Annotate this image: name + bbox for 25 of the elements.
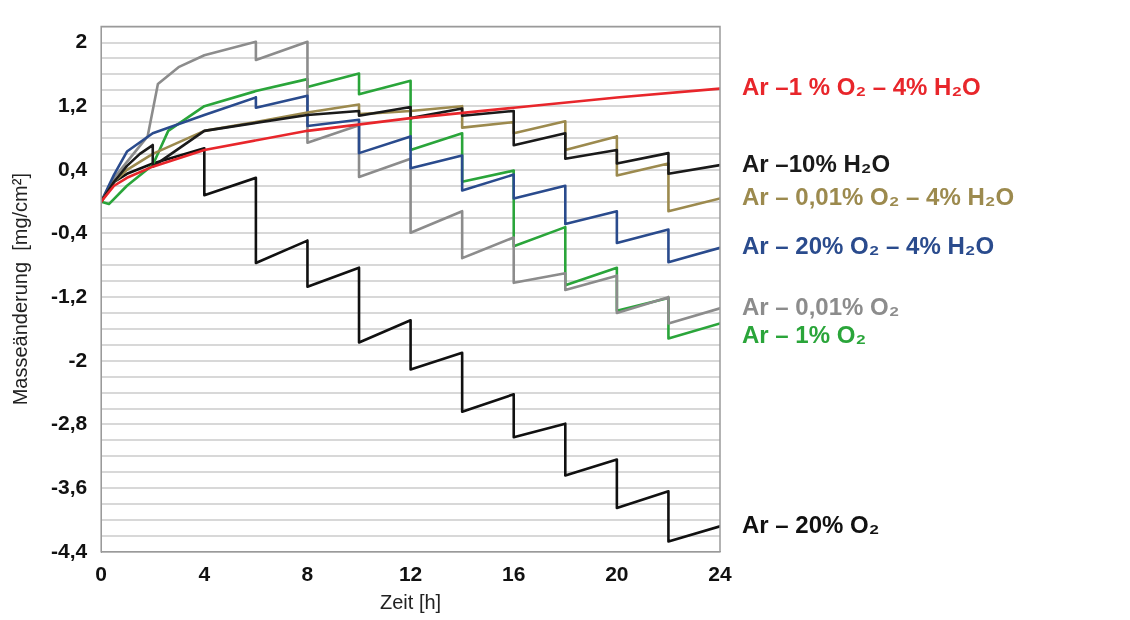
- y-tick-label: 2: [75, 29, 88, 53]
- x-axis-title: Zeit [h]: [380, 590, 442, 613]
- y-tick-label: -3,6: [51, 474, 88, 498]
- y-axis-title: Masseänderung [mg/cm²]: [8, 173, 31, 406]
- x-tick-label: 20: [605, 562, 629, 586]
- series-label: Ar –10% H₂O: [742, 149, 891, 177]
- x-tick-label: 4: [198, 562, 211, 586]
- series-label: Ar – 20% O₂ – 4% H₂O: [742, 232, 995, 260]
- series-label: Ar –1 % O₂ – 4% H₂O: [742, 73, 981, 101]
- x-tick-label: 8: [301, 562, 314, 586]
- series-label: Ar – 20% O₂: [742, 510, 880, 538]
- y-tick-label: 0,4: [57, 156, 88, 180]
- y-tick-label: -2: [68, 347, 88, 371]
- y-tick-label: -2,8: [51, 411, 88, 435]
- x-tick-label: 16: [502, 562, 526, 586]
- x-tick-label: 12: [398, 562, 423, 586]
- series-label: Ar – 0,01% O₂ – 4% H₂O: [742, 183, 1015, 211]
- x-tick-label: 0: [95, 562, 108, 586]
- y-tick-label: 1,2: [57, 92, 88, 116]
- series-label: Ar – 1% O₂: [742, 320, 867, 348]
- y-tick-label: -1,2: [51, 283, 88, 307]
- series-label: Ar – 0,01% O₂: [742, 292, 900, 320]
- y-tick-label: -4,4: [51, 538, 88, 562]
- y-tick-label: -0,4: [51, 220, 88, 244]
- x-tick-label: 24: [708, 562, 732, 586]
